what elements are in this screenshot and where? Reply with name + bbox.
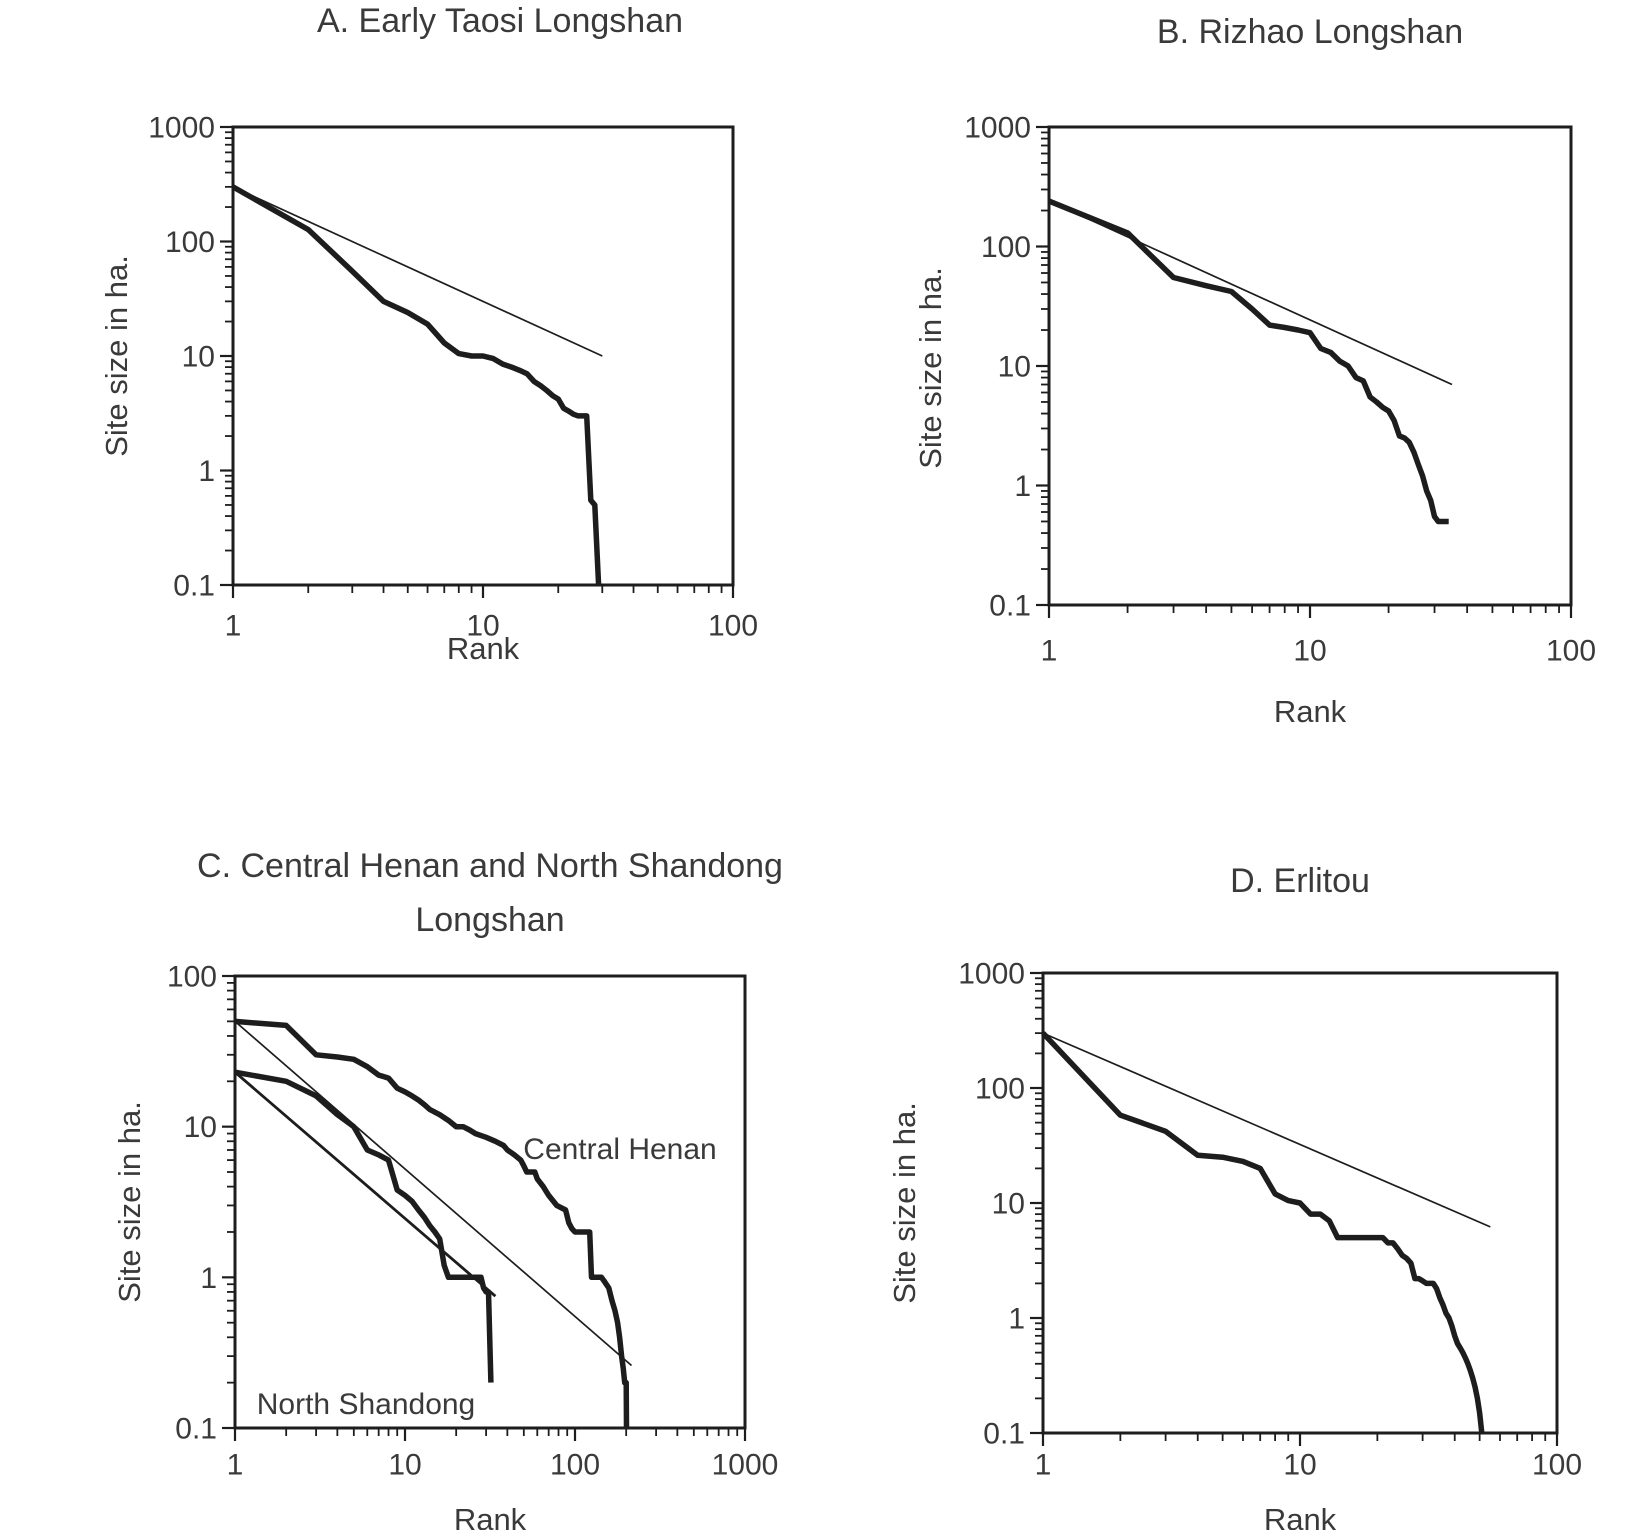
panel-a-plot: 1 10 100 1000 100 10 1 0.1 [148, 112, 758, 643]
svg-text:10: 10 [1293, 635, 1326, 668]
panel-c-title-line1: C. Central Henan and North Shandong [197, 847, 783, 885]
svg-text:0.1: 0.1 [175, 1413, 217, 1446]
panel-c-x-axis-title: Rank [453, 1502, 527, 1530]
panel-d-title: D. Erlitou [1230, 862, 1370, 900]
svg-text:10: 10 [182, 341, 215, 374]
panel-d-plot: 1 10 100 1000 100 10 1 0.1 [958, 958, 1582, 1482]
panel-b-x-axis-title: Rank [1273, 694, 1347, 729]
svg-text:1000: 1000 [964, 112, 1031, 145]
svg-text:1000: 1000 [148, 112, 215, 145]
svg-text:1: 1 [1014, 470, 1031, 503]
panel-d-x-axis-title: Rank [1263, 1502, 1337, 1530]
svg-text:100: 100 [550, 1449, 600, 1482]
svg-text:1: 1 [1035, 1449, 1052, 1482]
svg-text:100: 100 [167, 961, 217, 994]
panel-d-y-axis-title: Site size in ha. [887, 1102, 922, 1304]
annotation-central-henan: Central Henan [523, 1133, 717, 1166]
panel-c-plot: 1 10 100 1000 100 10 1 0.1 [167, 961, 779, 1482]
panel-a-title: A. Early Taosi Longshan [316, 2, 684, 40]
panel-c-title-line2: Longshan [415, 901, 565, 939]
svg-text:10: 10 [992, 1188, 1025, 1221]
svg-text:100: 100 [975, 1073, 1025, 1106]
svg-text:1: 1 [1008, 1303, 1025, 1336]
svg-text:100: 100 [1532, 1449, 1582, 1482]
svg-text:10: 10 [998, 351, 1031, 384]
svg-text:10: 10 [388, 1449, 421, 1482]
svg-text:0.1: 0.1 [989, 590, 1031, 623]
panel-a-x-axis-title: Rank [446, 631, 520, 666]
svg-text:1: 1 [227, 1449, 244, 1482]
svg-text:10: 10 [184, 1111, 217, 1144]
panel-b-title: B. Rizhao Longshan [1156, 13, 1464, 51]
svg-text:100: 100 [1546, 635, 1596, 668]
svg-text:10: 10 [1283, 1449, 1316, 1482]
svg-text:1: 1 [200, 1262, 217, 1295]
svg-text:10: 10 [466, 610, 499, 643]
svg-text:100: 100 [981, 231, 1031, 264]
annotation-north-shandong: North Shandong [256, 1388, 476, 1421]
svg-text:1: 1 [1041, 635, 1058, 668]
svg-text:100: 100 [708, 610, 758, 643]
svg-text:0.1: 0.1 [983, 1418, 1025, 1451]
svg-text:1000: 1000 [958, 958, 1025, 991]
svg-text:1: 1 [225, 610, 242, 643]
svg-text:1000: 1000 [712, 1449, 779, 1482]
svg-text:100: 100 [165, 226, 215, 259]
svg-text:0.1: 0.1 [173, 570, 215, 603]
panel-b-plot: 1 10 100 1000 100 10 1 0.1 [964, 112, 1596, 668]
svg-text:1: 1 [198, 455, 215, 488]
